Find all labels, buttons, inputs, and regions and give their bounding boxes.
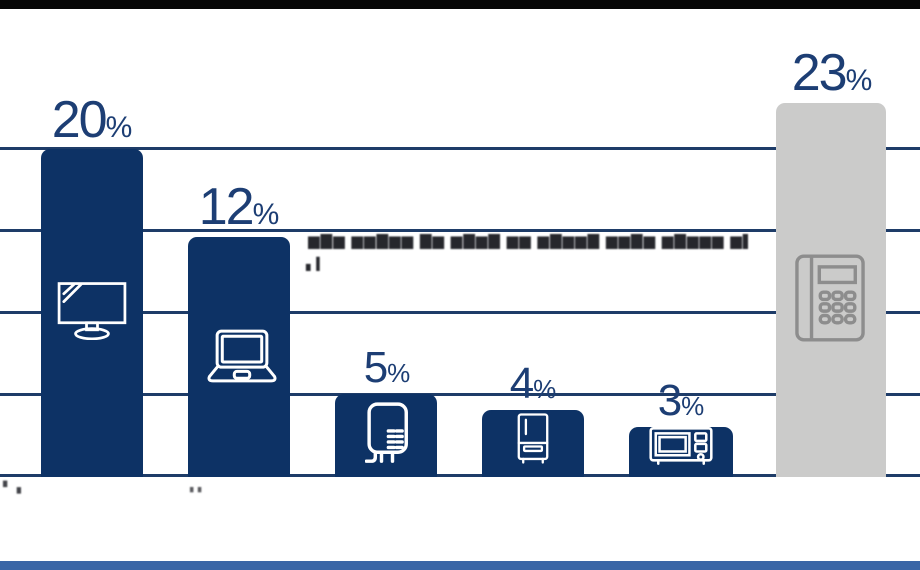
percent-sign: % [845,64,873,97]
monitor-icon [57,282,127,340]
telephone-icon [795,254,865,342]
value-label-microwave: 3% [571,379,791,423]
percent-sign: % [105,111,133,144]
value-number: 3 [657,376,683,425]
value-label-refrigerator: 4% [423,362,643,406]
baseline [0,474,920,477]
illegible-baseline-marks: ▖▖ [190,483,206,493]
percent-sign: % [387,358,411,388]
refrigerator-icon [517,412,549,465]
percent-sign: % [252,198,280,231]
bar-water-heater [335,394,437,477]
bottom-blue-band [0,561,920,570]
percent-sign: % [681,391,705,421]
value-label-laptop: 12% [129,181,349,233]
value-label-telephone: 23% [722,47,920,99]
gridline-15pct [0,229,920,232]
bar-laptop [188,237,290,477]
value-number: 20 [51,91,108,149]
illegible-text-fragment: ▖▍ [306,257,327,271]
illegible-corner-marks: ▘▗ [3,481,22,494]
microwave-icon [649,426,713,466]
gridline-5pct [0,393,920,396]
water-heater-icon [365,402,409,464]
value-label-monitor: 20% [0,94,202,146]
top-black-band [0,0,920,9]
gridline-20pct [0,147,920,150]
value-label-water-heater: 5% [277,346,497,390]
bar-telephone [776,103,886,477]
gridline-10pct [0,311,920,314]
percent-sign: % [533,374,557,404]
value-number: 5 [363,343,389,392]
value-number: 12 [198,178,255,236]
value-number: 23 [791,44,848,102]
laptop-icon [206,329,278,383]
illegible-text-strip: ▆█▆ ▆▆█▆▆ █▆ ▆█▆█ ▆▆ ▆█▆▆█ ▆▆█▆ ▆█▆▆▆ ▆█… [308,234,748,249]
value-number: 4 [509,359,535,408]
